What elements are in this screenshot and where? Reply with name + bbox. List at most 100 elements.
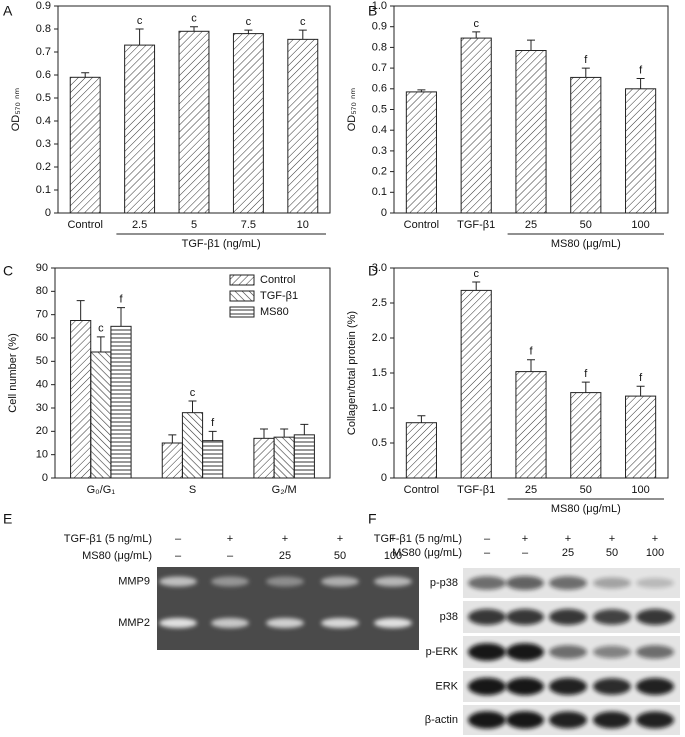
panel-label: E <box>3 511 12 527</box>
y-axis-title: Cell number (%) <box>7 333 19 412</box>
bar <box>69 76 101 214</box>
band <box>549 711 587 729</box>
band <box>593 577 631 589</box>
plot-frame <box>57 5 331 214</box>
band <box>211 576 249 587</box>
band <box>549 645 587 659</box>
band <box>636 578 674 588</box>
y-tick-label: 0.9 <box>372 21 387 33</box>
legend-label: TGF-β1 <box>260 290 298 302</box>
y-tick-label: 70 <box>36 309 48 321</box>
x-tick-label: Control <box>404 484 439 496</box>
error-bar <box>260 428 268 439</box>
condition-label: TGF-β1 (5 ng/mL) <box>374 533 462 545</box>
band <box>468 643 506 661</box>
band <box>636 645 674 659</box>
y-tick-label: 30 <box>36 402 48 414</box>
band <box>266 618 304 628</box>
y-tick-label: 0.6 <box>36 69 51 81</box>
y-tick-label: 0.8 <box>372 41 387 53</box>
annotation: c <box>473 18 479 30</box>
band-label: ERK <box>435 680 458 692</box>
plot-frame <box>393 5 669 214</box>
panel-label: A <box>3 3 13 19</box>
condition-value: + <box>609 533 615 545</box>
x-tick-label: TGF-β1 <box>457 219 495 231</box>
y-axis-title: OD₅₇₀ ₙₘ <box>10 88 22 132</box>
group-label: MS80 (μg/mL) <box>551 503 621 515</box>
annotation: f <box>119 294 123 306</box>
x-tick-label: 10 <box>297 219 309 231</box>
band <box>549 678 587 695</box>
band <box>321 618 359 628</box>
y-tick-label: 20 <box>36 425 48 437</box>
condition-value: 25 <box>279 550 291 562</box>
x-tick-label: Control <box>404 219 439 231</box>
bar <box>460 37 492 214</box>
band <box>159 576 197 587</box>
bar <box>181 412 204 479</box>
error-bar <box>636 385 645 397</box>
bar <box>405 422 437 479</box>
panel-label: D <box>368 263 378 279</box>
condition-value: + <box>565 533 571 545</box>
condition-value: 100 <box>384 550 402 562</box>
y-tick-label: 0.5 <box>372 103 387 115</box>
y-tick-label: 2.5 <box>372 297 387 309</box>
annotation: c <box>190 387 196 399</box>
error-bar <box>581 381 590 393</box>
condition-value: + <box>652 533 658 545</box>
error-bar <box>636 77 645 89</box>
bar <box>178 30 210 214</box>
y-tick-label: 0.2 <box>372 166 387 178</box>
bar <box>570 76 602 214</box>
y-tick-label: 0 <box>381 472 387 484</box>
bar <box>273 436 295 479</box>
y-tick-label: 0 <box>381 207 387 219</box>
y-tick-label: 50 <box>36 355 48 367</box>
band <box>468 576 506 590</box>
x-tick-label: 100 <box>631 219 649 231</box>
annotation: f <box>639 64 643 76</box>
error-bar <box>280 428 289 438</box>
group-label: TGF-β1 (ng/mL) <box>182 238 261 250</box>
condition-value: 100 <box>646 547 664 559</box>
error-bar <box>190 26 198 32</box>
panel-label: C <box>3 263 13 279</box>
band <box>211 618 249 628</box>
bar <box>293 434 315 479</box>
y-tick-label: 0 <box>42 472 48 484</box>
error-bar <box>244 29 253 34</box>
bar <box>460 289 492 479</box>
bar <box>515 50 547 214</box>
legend-swatch <box>229 306 255 318</box>
group-label: MS80 (μg/mL) <box>551 238 621 250</box>
annotation: c <box>473 268 479 280</box>
y-tick-label: 0 <box>45 207 51 219</box>
y-tick-label: 0.3 <box>36 138 51 150</box>
y-tick-label: 0.1 <box>372 186 387 198</box>
band <box>636 678 674 695</box>
condition-value: – <box>227 550 234 562</box>
bar <box>625 395 657 479</box>
error-bar <box>208 430 217 441</box>
band <box>506 609 544 625</box>
condition-label: MS80 (μg/mL) <box>82 550 152 562</box>
band <box>468 609 506 625</box>
condition-label: MS80 (μg/mL) <box>392 547 462 559</box>
y-axis-title: OD₅₇₀ ₙₘ <box>346 88 358 132</box>
annotation: c <box>191 13 197 25</box>
bar <box>625 88 657 214</box>
band-label: MMP9 <box>118 575 150 587</box>
band <box>549 609 587 625</box>
bar <box>287 38 319 214</box>
band-label: p-p38 <box>430 577 458 589</box>
condition-value: + <box>337 533 343 545</box>
error-bar <box>76 300 85 321</box>
error-bar <box>527 359 535 372</box>
plot-frame <box>54 267 331 479</box>
y-tick-label: 3.0 <box>372 262 387 274</box>
band <box>593 711 631 729</box>
error-bar <box>300 423 309 435</box>
